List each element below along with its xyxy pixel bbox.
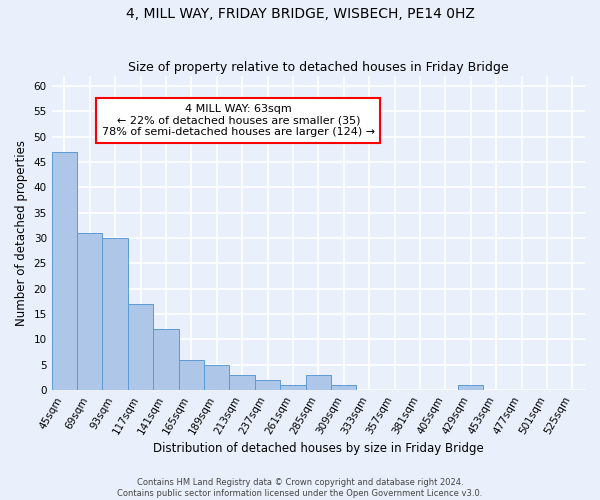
Bar: [229, 375, 255, 390]
Bar: [128, 304, 153, 390]
Bar: [458, 385, 484, 390]
X-axis label: Distribution of detached houses by size in Friday Bridge: Distribution of detached houses by size …: [153, 442, 484, 455]
Text: 4, MILL WAY, FRIDAY BRIDGE, WISBECH, PE14 0HZ: 4, MILL WAY, FRIDAY BRIDGE, WISBECH, PE1…: [125, 8, 475, 22]
Title: Size of property relative to detached houses in Friday Bridge: Size of property relative to detached ho…: [128, 62, 509, 74]
Bar: [255, 380, 280, 390]
Bar: [77, 233, 103, 390]
Bar: [204, 364, 229, 390]
Bar: [153, 329, 179, 390]
Y-axis label: Number of detached properties: Number of detached properties: [15, 140, 28, 326]
Bar: [331, 385, 356, 390]
Bar: [179, 360, 204, 390]
Bar: [52, 152, 77, 390]
Text: 4 MILL WAY: 63sqm
← 22% of detached houses are smaller (35)
78% of semi-detached: 4 MILL WAY: 63sqm ← 22% of detached hous…: [102, 104, 375, 137]
Bar: [280, 385, 305, 390]
Text: Contains HM Land Registry data © Crown copyright and database right 2024.
Contai: Contains HM Land Registry data © Crown c…: [118, 478, 482, 498]
Bar: [305, 375, 331, 390]
Bar: [103, 238, 128, 390]
